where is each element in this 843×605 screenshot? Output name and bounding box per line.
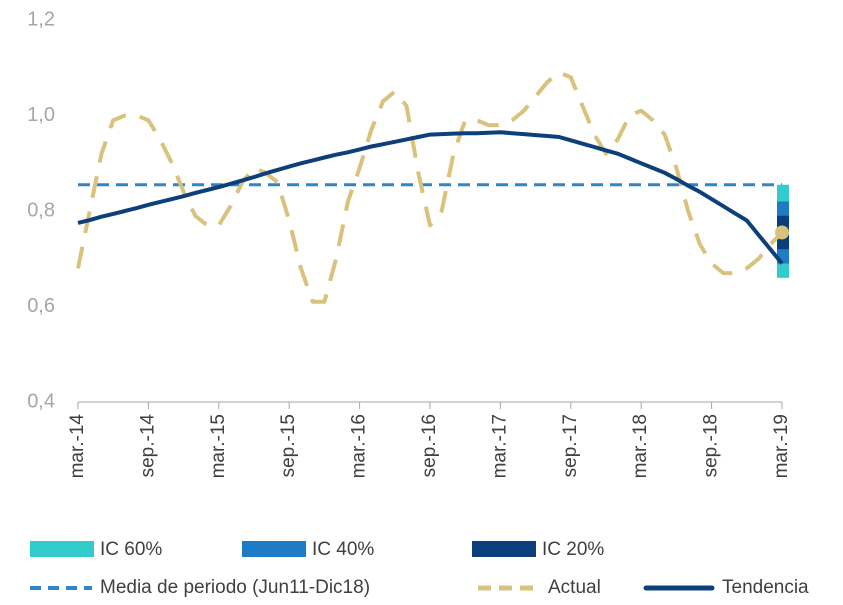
last-point — [775, 225, 789, 240]
legend-swatch — [472, 541, 536, 557]
legend-label: IC 40% — [312, 539, 374, 560]
legend-label: Actual — [548, 577, 601, 598]
legend-label: IC 60% — [100, 539, 162, 560]
y-tick-label: 0,4 — [27, 390, 55, 412]
x-tick-label: mar.-19 — [771, 414, 792, 478]
legend-swatch — [242, 541, 306, 557]
legend-label: Tendencia — [722, 577, 809, 598]
x-tick-label: mar.-14 — [67, 414, 88, 479]
x-tick-label: sep.-16 — [419, 414, 440, 477]
legend-swatch — [30, 541, 94, 557]
x-tick-label: sep.-15 — [278, 414, 299, 477]
x-tick-label: mar.-18 — [630, 414, 651, 478]
y-tick-label: 0,6 — [27, 295, 55, 317]
legend-label: IC 20% — [542, 539, 604, 560]
x-tick-label: mar.-16 — [349, 414, 370, 478]
y-tick-label: 1,0 — [27, 104, 55, 126]
series-line — [76, 70, 784, 304]
y-tick-label: 1,2 — [27, 8, 55, 30]
y-tick-label: 0,8 — [27, 199, 55, 221]
x-tick-label: sep.-14 — [137, 414, 158, 478]
x-tick-label: sep.-18 — [701, 414, 722, 477]
x-tick-label: mar.-17 — [489, 414, 510, 478]
legend-label: Media de periodo (Jun11-Dic18) — [100, 577, 370, 598]
x-tick-label: sep.-17 — [560, 414, 581, 477]
series-line — [77, 130, 784, 265]
x-tick-label: mar.-15 — [208, 414, 229, 478]
